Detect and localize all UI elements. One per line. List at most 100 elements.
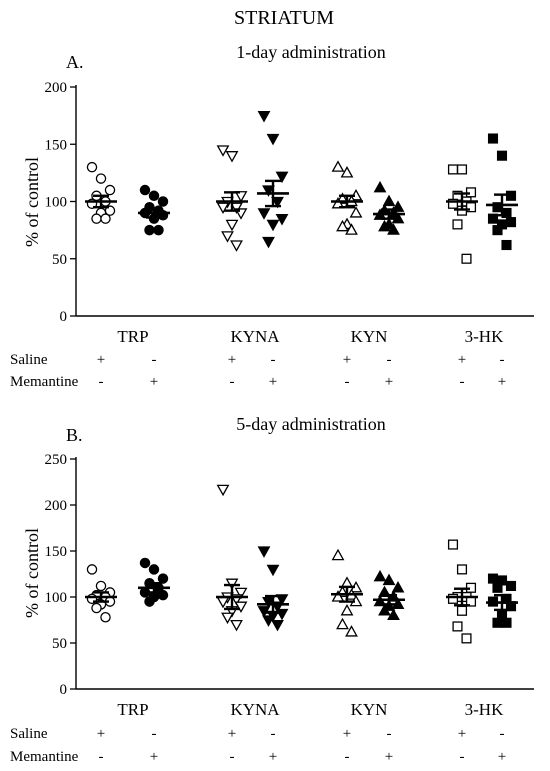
panel-b-treatment-sign: - <box>460 749 465 765</box>
panel-b-treatment-sign: + <box>97 726 105 742</box>
panel-a-treatment-sign: - <box>500 352 505 368</box>
data-point-circle <box>139 184 151 196</box>
panel-b-category-label: 3-HK <box>465 700 504 719</box>
data-point-square <box>505 580 517 592</box>
data-point-circle <box>95 580 107 592</box>
data-point-triangle-up <box>331 590 345 602</box>
panel-a-y-tick-label: 0 <box>60 309 68 325</box>
data-point-triangle-down <box>266 133 280 146</box>
data-point-square <box>447 593 459 604</box>
data-point-triangle-down <box>257 208 271 220</box>
data-point-triangle-down <box>230 240 243 252</box>
data-point-square <box>501 239 512 251</box>
data-point-triangle-up <box>378 219 391 232</box>
panel-b-treatment-sign: + <box>228 726 236 742</box>
data-point-square <box>492 225 503 236</box>
data-point-triangle-down <box>262 236 275 249</box>
panel-b-ylabel: % of control <box>22 528 42 618</box>
panel-a-treatment-sign: - <box>230 374 235 390</box>
data-point-triangle-down <box>216 145 230 157</box>
panel-a-treatment-sign: - <box>271 352 276 368</box>
panel-a-series-3-hk-memantine <box>486 133 518 251</box>
panel-b-y-tick-label: 200 <box>45 498 68 514</box>
panel-b-treatment-sign: + <box>343 726 351 742</box>
panel-a-y-tick-label: 150 <box>45 137 68 153</box>
data-point-circle <box>104 184 116 196</box>
panel-b-treatment-sign: + <box>150 749 158 765</box>
data-point-triangle-up <box>373 569 387 582</box>
data-point-triangle-down <box>262 596 275 609</box>
data-point-circle <box>157 573 169 584</box>
panel-a-title: 1-day administration <box>236 42 385 62</box>
data-point-triangle-up <box>336 617 349 630</box>
panel-a-row-label-saline: Saline <box>10 352 48 368</box>
data-point-triangle-up <box>331 548 345 561</box>
panel-a: A. 1-day administration % of control 0 50… <box>10 42 534 390</box>
data-point-circle <box>144 224 155 236</box>
data-point-triangle-down <box>216 202 230 215</box>
data-point-triangle-down <box>221 612 234 625</box>
panel-b-series-kyn-saline <box>331 548 363 637</box>
data-point-square <box>456 164 468 175</box>
data-point-triangle-up <box>373 180 387 193</box>
data-point-triangle-down <box>230 202 243 215</box>
panel-a-y-tick-label: 50 <box>52 252 67 268</box>
data-point-square <box>461 253 472 264</box>
panel-b-row-label-saline: Saline <box>10 726 48 742</box>
panel-b-treatment-sign: + <box>458 726 466 742</box>
panel-b-treatment-sign: - <box>271 726 276 742</box>
panel-a-category-label: TRP <box>117 327 148 346</box>
data-point-circle <box>157 196 169 207</box>
data-point-square <box>505 217 517 228</box>
panel-b-y-tick-label: 250 <box>45 452 68 468</box>
data-point-circle <box>91 213 102 224</box>
panel-b-y-tick-label: 0 <box>60 682 68 698</box>
panel-b: B. 5-day administration % of control 0 50… <box>10 414 534 765</box>
data-point-triangle-up <box>340 603 354 616</box>
panel-b-series-kyna-saline <box>216 484 248 632</box>
data-point-triangle-up <box>331 160 345 172</box>
data-point-triangle-down <box>271 619 284 632</box>
panel-b-treatment-sign: - <box>345 749 350 765</box>
data-point-triangle-up <box>378 603 391 616</box>
data-point-circle <box>86 161 98 173</box>
data-point-triangle-down <box>262 185 275 197</box>
panel-b-category-label: TRP <box>117 700 148 719</box>
panel-a-series-trp-saline <box>85 161 117 224</box>
panel-a-treatment-sign: + <box>458 352 466 368</box>
data-point-triangle-down <box>266 564 280 577</box>
data-point-circle <box>91 602 102 614</box>
panel-b-series-3-hk-memantine <box>486 573 518 628</box>
panel-a-series-kyna-saline <box>216 145 248 252</box>
panel-b-category-label: KYNA <box>230 700 280 719</box>
data-point-square <box>492 582 503 593</box>
data-point-triangle-up <box>345 625 358 637</box>
data-point-circle <box>139 557 151 569</box>
panel-a-treatment-sign: - <box>460 374 465 390</box>
data-point-triangle-up <box>382 573 396 586</box>
panel-a-treatment-sign: + <box>269 374 277 390</box>
data-point-circle <box>86 564 98 575</box>
panel-a-row-label-memantine: Memantine <box>10 374 79 390</box>
data-point-triangle-down <box>257 110 271 123</box>
data-point-triangle-up <box>387 223 400 235</box>
panel-a-series-kyn-memantine <box>373 180 405 235</box>
panel-a-treatment-sign: - <box>152 352 157 368</box>
panel-a-series-kyna-memantine <box>257 110 289 249</box>
data-point-square <box>492 617 503 628</box>
data-point-square <box>447 164 459 175</box>
panel-a-treatment-sign: + <box>385 374 393 390</box>
data-point-square <box>487 133 499 144</box>
panel-b-treatment-sign: + <box>498 749 506 765</box>
panel-b-label: B. <box>66 425 83 445</box>
panel-b-y-tick-label: 100 <box>45 590 68 606</box>
data-point-triangle-up <box>336 219 349 232</box>
data-point-triangle-down <box>234 587 248 600</box>
panel-a-treatment-sign: + <box>343 352 351 368</box>
data-point-square <box>461 633 472 644</box>
panel-b-treatment-sign: - <box>99 749 104 765</box>
panel-b-y-tick-label: 150 <box>45 544 68 560</box>
panel-a-category-label: KYNA <box>230 327 280 346</box>
panel-a-treatment-sign: + <box>97 352 105 368</box>
